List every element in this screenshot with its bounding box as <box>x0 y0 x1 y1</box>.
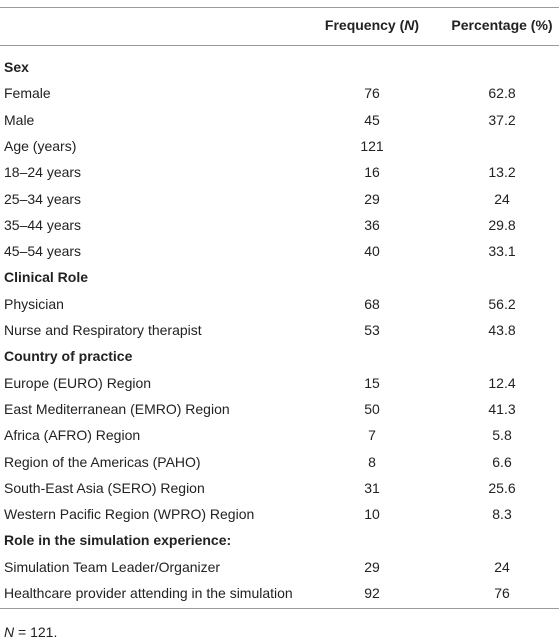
row-label: 25–34 years <box>4 190 82 207</box>
percentage: 5.8 <box>492 427 512 444</box>
frequency: 7 <box>368 427 376 444</box>
percentage: 37.2 <box>488 111 516 128</box>
column-header: Percentage (%) <box>451 17 553 33</box>
percentage: 41.3 <box>488 400 516 417</box>
frequency: 40 <box>364 243 380 260</box>
bottom-rule <box>0 608 559 609</box>
frequency: 10 <box>364 506 380 523</box>
row-label: Age (years) <box>4 137 77 154</box>
section-header: Clinical Role <box>4 269 89 286</box>
frequency: 76 <box>364 85 380 102</box>
frequency: 16 <box>364 164 380 181</box>
frequency: 8 <box>368 453 376 470</box>
column-header: Frequency (N) <box>312 15 432 35</box>
header-italic: N <box>404 17 415 33</box>
percentage: 24 <box>494 190 510 207</box>
percentage: 6.6 <box>492 453 512 470</box>
percentage: 8.3 <box>492 506 512 523</box>
header-text: Frequency ( <box>324 17 405 33</box>
row-label: Simulation Team Leader/Organizer <box>4 558 221 575</box>
footnote-italic: N <box>4 624 15 640</box>
percentage: 43.8 <box>488 322 516 338</box>
percentage: 56.2 <box>488 295 516 312</box>
row-label: 18–24 years <box>4 164 82 181</box>
percentage: 13.2 <box>488 164 516 181</box>
section-header: Role in the simulation experience: <box>4 532 232 549</box>
frequency: 121 <box>360 137 384 154</box>
percentage: 29.8 <box>488 216 516 233</box>
row-label: Europe (EURO) Region <box>4 374 152 391</box>
frequency: 15 <box>364 374 380 391</box>
percentage: 76 <box>494 585 510 601</box>
frequency: 53 <box>364 322 380 338</box>
row-label: Western Pacific Region (WPRO) Region <box>4 506 255 523</box>
frequency: 36 <box>364 216 380 233</box>
row-label: Nurse and Respiratory therapist <box>4 322 202 338</box>
percentage: 12.4 <box>488 374 516 391</box>
row-label: Healthcare provider attending in the sim… <box>4 585 293 601</box>
header-text: ) <box>414 17 420 33</box>
row-label: Female <box>4 85 51 102</box>
header-rule <box>0 45 559 46</box>
frequency: 31 <box>364 479 380 496</box>
percentage: 24 <box>494 558 510 575</box>
section-header: Sex <box>4 59 29 75</box>
footnote-text: = 121. <box>14 624 58 640</box>
frequency: 29 <box>364 558 380 575</box>
row-label: 35–44 years <box>4 216 82 233</box>
row-label: Africa (AFRO) Region <box>4 427 141 444</box>
row-label: Physician <box>4 295 64 312</box>
frequency: 50 <box>364 400 380 417</box>
percentage: 25.6 <box>488 479 516 496</box>
frequency: 45 <box>364 111 380 128</box>
percentage: 33.1 <box>488 243 516 260</box>
frequency: 68 <box>364 295 380 312</box>
row-label: South-East Asia (SERO) Region <box>4 479 205 496</box>
row-label: Region of the Americas (PAHO) <box>4 453 201 470</box>
percentage: 62.8 <box>488 85 516 102</box>
row-label: East Mediterranean (EMRO) Region <box>4 400 230 417</box>
row-label: Male <box>4 111 35 128</box>
footnote: N = 121. <box>4 622 57 642</box>
section-header: Country of practice <box>4 348 133 365</box>
top-rule <box>0 7 559 8</box>
row-label: 45–54 years <box>4 243 82 260</box>
frequency: 92 <box>364 585 380 601</box>
frequency: 29 <box>364 190 380 207</box>
